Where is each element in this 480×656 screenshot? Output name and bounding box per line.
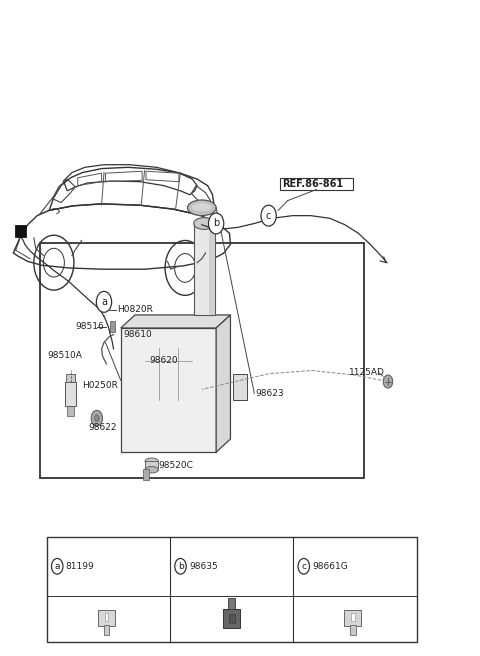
Circle shape [208,213,224,234]
Text: 98510A: 98510A [47,351,82,360]
Bar [280,178,353,190]
Bar [345,609,361,626]
Text: b: b [213,218,219,228]
Text: a: a [54,562,60,571]
Text: H0250R: H0250R [83,381,119,390]
Bar [351,613,355,621]
Bar [223,609,240,628]
Circle shape [95,415,99,421]
Polygon shape [120,328,216,452]
Bar [67,406,74,416]
Text: 81199: 81199 [66,562,95,571]
Text: 98635: 98635 [189,562,218,571]
Bar [104,625,109,635]
Text: 98623: 98623 [255,389,284,398]
Bar [47,537,417,642]
Text: H0820R: H0820R [117,305,153,314]
Text: 1125AD: 1125AD [349,368,384,377]
Ellipse shape [188,200,216,216]
Circle shape [51,558,63,574]
Text: REF.86-861: REF.86-861 [282,179,343,190]
Circle shape [261,205,276,226]
Text: b: b [178,562,183,571]
Polygon shape [216,315,230,452]
Ellipse shape [192,203,212,211]
Bar [350,625,356,635]
Circle shape [175,558,186,574]
Bar [110,321,115,332]
Bar [194,224,215,315]
Text: a: a [101,297,107,307]
Bar [15,225,26,237]
Bar [98,609,115,626]
Circle shape [383,375,393,388]
Text: 98622: 98622 [89,423,117,432]
Bar [145,461,158,470]
Text: 98620: 98620 [149,356,178,365]
Text: c: c [266,211,271,220]
Bar [233,374,247,400]
Bar [66,374,75,382]
Polygon shape [120,315,230,328]
Circle shape [298,558,310,574]
Ellipse shape [145,458,158,464]
Text: 98661G: 98661G [312,562,348,571]
Bar [105,613,108,621]
Bar [143,469,149,480]
Bar [229,614,235,623]
Bar [39,243,364,478]
Text: 98520C: 98520C [159,461,194,470]
Circle shape [96,291,112,312]
Bar [209,224,215,315]
Text: c: c [301,562,306,571]
Bar [228,598,236,609]
Text: 98516: 98516 [75,322,104,331]
Ellipse shape [194,218,215,230]
Text: 98610: 98610 [123,330,152,339]
Ellipse shape [145,466,158,473]
Bar [65,382,76,406]
Circle shape [91,410,103,426]
